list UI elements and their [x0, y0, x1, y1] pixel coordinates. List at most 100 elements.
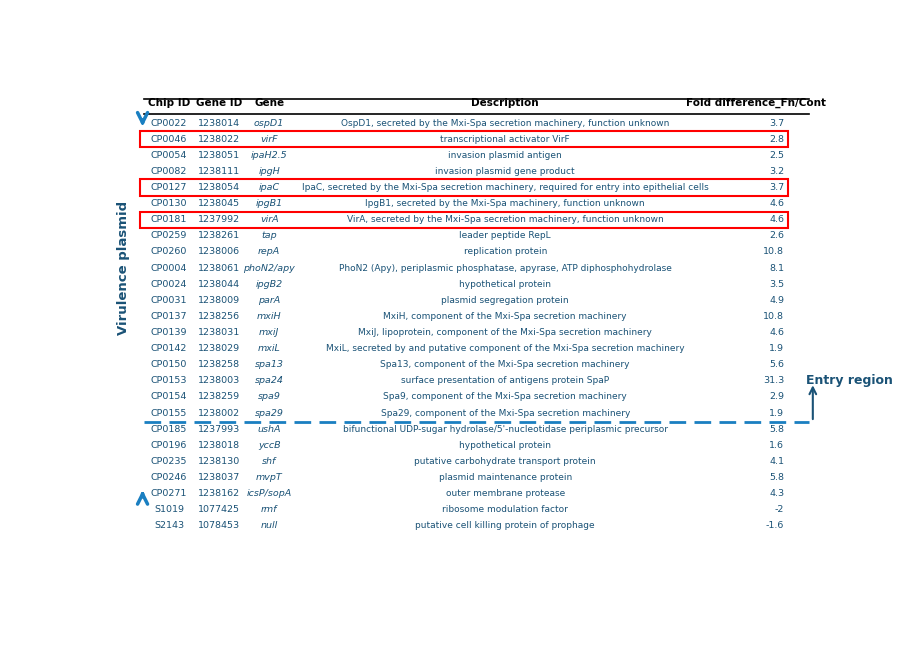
Text: 3.2: 3.2 [769, 167, 785, 176]
Text: ipaH2.5: ipaH2.5 [251, 151, 287, 160]
Text: 1.6: 1.6 [769, 441, 785, 450]
Text: CP0127: CP0127 [150, 183, 187, 192]
Text: CP0196: CP0196 [150, 441, 187, 450]
Text: CP0054: CP0054 [150, 151, 187, 160]
Text: Fold difference_Fn/Cont: Fold difference_Fn/Cont [686, 98, 825, 108]
Text: putative cell killing protein of prophage: putative cell killing protein of prophag… [415, 521, 595, 531]
Text: 1238261: 1238261 [198, 231, 240, 240]
Text: 3.7: 3.7 [769, 119, 785, 127]
Text: hypothetical protein: hypothetical protein [460, 280, 551, 289]
Text: 4.3: 4.3 [769, 489, 785, 498]
Text: 3.5: 3.5 [769, 280, 785, 289]
Text: IpaC, secreted by the Mxi-Spa secretion machinery, required for entry into epith: IpaC, secreted by the Mxi-Spa secretion … [302, 183, 709, 192]
Text: Description: Description [472, 98, 539, 108]
Text: 1238061: 1238061 [198, 264, 240, 273]
Text: 5.6: 5.6 [769, 360, 785, 369]
Text: ipgB1: ipgB1 [256, 199, 282, 208]
Text: 10.8: 10.8 [763, 312, 785, 321]
Text: ipgH: ipgH [258, 167, 280, 176]
Text: phoN2/apy: phoN2/apy [244, 264, 295, 273]
Text: plasmid maintenance protein: plasmid maintenance protein [438, 473, 572, 482]
Text: tap: tap [261, 231, 277, 240]
Text: 4.6: 4.6 [769, 199, 785, 208]
Text: CP0271: CP0271 [150, 489, 187, 498]
Text: 1238022: 1238022 [198, 135, 240, 143]
Text: CP0130: CP0130 [150, 199, 187, 208]
Text: mvpT: mvpT [256, 473, 282, 482]
Text: CP0154: CP0154 [150, 392, 187, 402]
Text: ribosome modulation factor: ribosome modulation factor [442, 505, 569, 514]
Text: 1238006: 1238006 [198, 248, 240, 256]
Text: CP0259: CP0259 [150, 231, 187, 240]
Text: Spa29, component of the Mxi-Spa secretion machinery: Spa29, component of the Mxi-Spa secretio… [380, 408, 629, 418]
Text: Chip ID: Chip ID [148, 98, 190, 108]
Text: 3.7: 3.7 [769, 183, 785, 192]
Text: bifunctional UDP-sugar hydrolase/5'-nucleotidase periplasmic precursor: bifunctional UDP-sugar hydrolase/5'-nucl… [342, 425, 667, 434]
Text: 1238029: 1238029 [198, 344, 240, 353]
Text: CP0150: CP0150 [150, 360, 187, 369]
FancyBboxPatch shape [139, 212, 788, 228]
Text: CP0246: CP0246 [150, 473, 187, 482]
Text: IpgB1, secreted by the Mxi-Spa machinery, function unknown: IpgB1, secreted by the Mxi-Spa machinery… [366, 199, 645, 208]
Text: 1238031: 1238031 [198, 328, 240, 337]
Text: 1238003: 1238003 [198, 376, 240, 385]
Text: 1077425: 1077425 [198, 505, 240, 514]
Text: PhoN2 (Apy), periplasmic phosphatase, apyrase, ATP diphosphohydrolase: PhoN2 (Apy), periplasmic phosphatase, ap… [339, 264, 672, 273]
Text: 4.6: 4.6 [769, 328, 785, 337]
Text: 1238045: 1238045 [198, 199, 240, 208]
Text: virF: virF [260, 135, 278, 143]
Text: CP0139: CP0139 [150, 328, 187, 337]
Text: 5.8: 5.8 [769, 425, 785, 434]
Text: hypothetical protein: hypothetical protein [460, 441, 551, 450]
Text: mxiJ: mxiJ [259, 328, 280, 337]
Text: VirA, secreted by the Mxi-Spa secretion machinery, function unknown: VirA, secreted by the Mxi-Spa secretion … [347, 215, 664, 224]
Text: 1237992: 1237992 [198, 215, 240, 224]
Text: 10.8: 10.8 [763, 248, 785, 256]
Text: CP0022: CP0022 [150, 119, 187, 127]
Text: mxiH: mxiH [257, 312, 282, 321]
Text: CP0181: CP0181 [150, 215, 187, 224]
Text: ipaC: ipaC [258, 183, 280, 192]
Text: 1.9: 1.9 [769, 344, 785, 353]
Text: CP0155: CP0155 [150, 408, 187, 418]
Text: CP0046: CP0046 [150, 135, 187, 143]
Text: rmf: rmf [261, 505, 278, 514]
Text: 4.6: 4.6 [769, 215, 785, 224]
Text: transcriptional activator VirF: transcriptional activator VirF [440, 135, 570, 143]
Text: 5.8: 5.8 [769, 473, 785, 482]
Text: shf: shf [262, 457, 276, 466]
Text: mxiL: mxiL [258, 344, 281, 353]
Text: ospD1: ospD1 [254, 119, 284, 127]
Text: 2.5: 2.5 [769, 151, 785, 160]
Text: invasion plasmid gene product: invasion plasmid gene product [436, 167, 575, 176]
Text: null: null [260, 521, 278, 531]
Text: CP0142: CP0142 [150, 344, 187, 353]
Text: repA: repA [258, 248, 281, 256]
Text: Spa9, component of the Mxi-Spa secretion machinery: Spa9, component of the Mxi-Spa secretion… [383, 392, 627, 402]
Text: 1238044: 1238044 [198, 280, 240, 289]
Text: 2.6: 2.6 [769, 231, 785, 240]
Text: 1238054: 1238054 [198, 183, 240, 192]
Text: ushA: ushA [258, 425, 281, 434]
Text: Virulence plasmid: Virulence plasmid [117, 201, 130, 335]
Text: CP0260: CP0260 [150, 248, 187, 256]
Text: CP0031: CP0031 [150, 295, 187, 305]
Text: 1238002: 1238002 [198, 408, 240, 418]
Text: replication protein: replication protein [463, 248, 547, 256]
Text: Spa13, component of the Mxi-Spa secretion machinery: Spa13, component of the Mxi-Spa secretio… [380, 360, 630, 369]
Text: surface presentation of antigens protein SpaP: surface presentation of antigens protein… [402, 376, 609, 385]
Text: spa24: spa24 [255, 376, 283, 385]
Text: putative carbohydrate transport protein: putative carbohydrate transport protein [414, 457, 596, 466]
Text: CP0137: CP0137 [150, 312, 187, 321]
FancyBboxPatch shape [139, 131, 788, 147]
Text: 1238018: 1238018 [198, 441, 240, 450]
Text: CP0004: CP0004 [150, 264, 187, 273]
Text: spa13: spa13 [255, 360, 283, 369]
Text: 31.3: 31.3 [763, 376, 785, 385]
Text: OspD1, secreted by the Mxi-Spa secretion machinery, function unknown: OspD1, secreted by the Mxi-Spa secretion… [341, 119, 669, 127]
Text: 4.9: 4.9 [769, 295, 785, 305]
Text: 4.1: 4.1 [769, 457, 785, 466]
Text: parA: parA [258, 295, 281, 305]
Text: 2.9: 2.9 [769, 392, 785, 402]
Text: S2143: S2143 [154, 521, 184, 531]
